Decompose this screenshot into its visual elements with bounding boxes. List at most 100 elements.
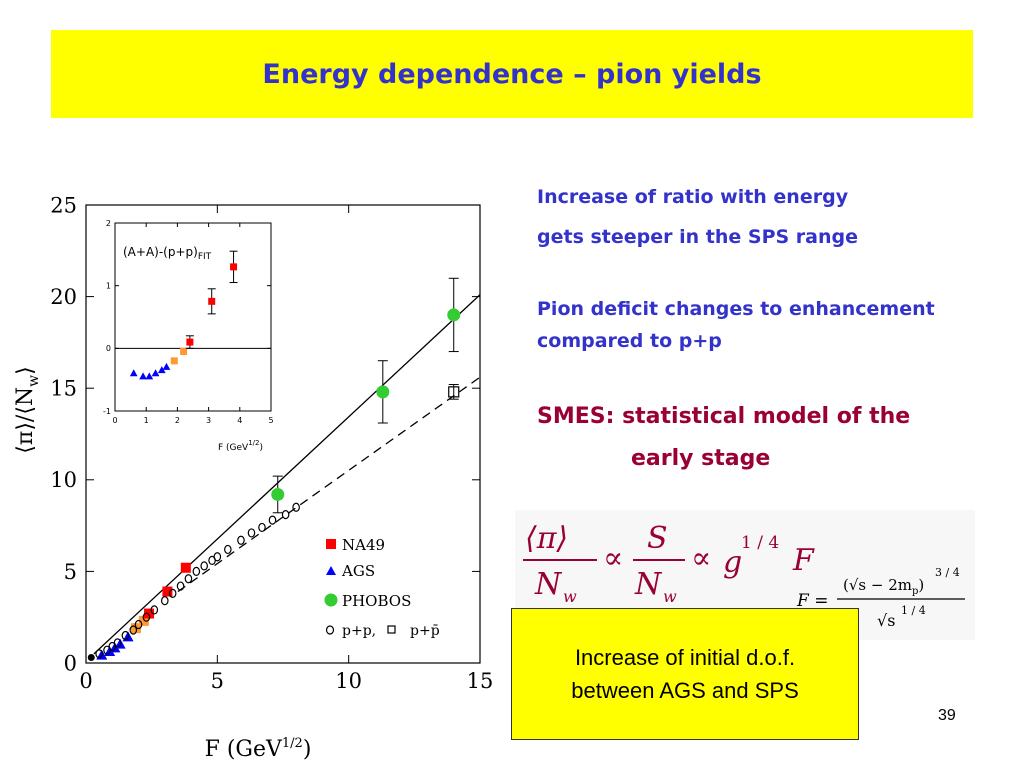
legend-ags-label: AGS — [341, 562, 375, 580]
formula-def-den: √s — [877, 611, 895, 630]
legend-na49-label: NA49 — [342, 536, 385, 554]
x-tick-label-0: 0 — [79, 669, 92, 693]
inset-x-label: F (GeV1/2) — [218, 439, 263, 453]
data-point-square-2-0 — [186, 338, 194, 346]
data-point-dot-6-0 — [87, 654, 95, 662]
x-tick-label-1: 1 — [144, 416, 149, 425]
legend-ppbar-marker — [387, 625, 396, 634]
data-point-open-circle-5-23 — [292, 502, 300, 512]
legend-phobos-marker — [324, 593, 338, 607]
data-point-open-circle-5-16 — [213, 552, 222, 562]
data-point-circle-3-0 — [271, 487, 285, 501]
smes-line-2: early stage — [631, 446, 771, 471]
y-tick-label-3: 15 — [50, 377, 77, 401]
data-point-open-circle-5-5 — [129, 625, 138, 635]
x-tick-label-3: 3 — [206, 416, 211, 425]
legend-ppbar-label: p+p̄ — [410, 623, 440, 639]
data-point-open-circle-5-10 — [168, 588, 177, 598]
data-point-triangle-0-2 — [145, 372, 154, 380]
data-point-open-square-4-0 — [448, 386, 460, 398]
y-tick-label-0: -1 — [103, 407, 111, 416]
y-axis-label: ⟨π⟩/⟨Nw⟩ — [13, 366, 42, 453]
bullet-2-line-2: compared to p+p — [537, 330, 722, 352]
data-point-open-circle-5-8 — [150, 605, 159, 615]
formula-pion: ⟨π⟩ — [525, 521, 568, 556]
formula-nw-1-sub: w — [563, 587, 577, 606]
bullet-2-line-1: Pion deficit changes to enhancement — [537, 298, 935, 320]
formula-nw-2-sub: w — [663, 587, 677, 606]
x-axis-label: F (GeV1/2) — [205, 736, 312, 762]
formula-def-lhs: F = — [796, 591, 828, 611]
x-tick-label-4: 4 — [237, 416, 242, 425]
data-point-open-circle-5-12 — [184, 574, 193, 584]
x-tick-label-2: 2 — [175, 416, 180, 425]
data-point-triangle-0-0 — [129, 369, 138, 377]
data-point-square-2-0 — [144, 608, 155, 619]
formula-def-num: (√s − 2mp) — [843, 576, 924, 597]
data-point-open-circle-5-21 — [268, 515, 277, 525]
data-point-triangle-0-4 — [157, 366, 166, 374]
slide-title: Energy dependence – pion yields — [262, 58, 762, 90]
x-tick-label-2: 10 — [335, 669, 362, 693]
title-box: Energy dependence – pion yields — [51, 30, 973, 118]
y-tick-label-3: 2 — [106, 219, 111, 228]
fit-line-dashed — [177, 376, 481, 593]
data-point-open-circle-5-13 — [192, 566, 201, 576]
y-tick-label-1: 5 — [64, 560, 77, 584]
data-point-open-circle-5-7 — [142, 612, 151, 622]
legend-na49-marker — [326, 539, 336, 549]
legend-phobos-label: PHOBOS — [342, 592, 411, 610]
formula-nw-1: N — [534, 567, 563, 602]
y-tick-label-4: 20 — [50, 285, 77, 309]
note-line-1: Increase of initial d.o.f. — [574, 645, 796, 670]
fit-line-solid — [93, 294, 481, 655]
formula-g: g — [723, 545, 742, 580]
data-point-circle-3-1 — [376, 385, 390, 399]
formula-prop-1: ∝ — [603, 541, 623, 576]
data-point-square-2-1 — [162, 586, 173, 597]
y-tick-label-2: 1 — [106, 281, 111, 290]
x-tick-label-3: 15 — [467, 669, 494, 693]
x-tick-label-5: 5 — [268, 416, 273, 425]
y-tick-label-5: 25 — [50, 193, 77, 217]
data-point-square-1-0 — [170, 357, 178, 365]
data-point-open-circle-5-0 — [95, 649, 103, 659]
inset-title: (A+A)-(p+p)FIT — [123, 245, 212, 262]
smes-line-1: SMES: statistical model of the — [537, 404, 911, 429]
y-tick-label-2: 10 — [50, 468, 77, 492]
formula-nw-2: N — [634, 567, 663, 602]
formula-def-num-exp: 3 / 4 — [935, 566, 960, 579]
legend-pp-marker — [325, 625, 335, 635]
legend: NA49 AGS PHOBOS p+p, p+p̄ — [324, 536, 440, 639]
data-point-open-circle-5-6 — [134, 619, 143, 630]
data-point-open-circle-5-18 — [237, 535, 245, 545]
formula-def-den-exp: 1 / 4 — [901, 604, 926, 617]
data-point-triangle-0-1 — [139, 372, 147, 380]
data-point-open-circle-5-4 — [121, 630, 130, 641]
data-point-triangle-0-3 — [151, 369, 160, 377]
data-point-open-circle-5-19 — [247, 528, 256, 538]
legend-pp-label: p+p, — [342, 623, 376, 639]
data-point-square-2-1 — [208, 297, 216, 305]
formula-f: F — [792, 543, 815, 578]
inset-plot-frame — [114, 222, 272, 412]
data-point-open-circle-5-11 — [176, 581, 185, 591]
data-point-open-circle-5-17 — [224, 544, 232, 555]
data-point-triangle-0-5 — [162, 362, 171, 370]
x-tick-label-0: 0 — [112, 416, 117, 425]
data-point-square-1-1 — [138, 615, 149, 626]
formula-prop-2: ∝ — [691, 541, 711, 576]
note-box: Increase of initial d.o.f. between AGS a… — [511, 608, 859, 740]
data-point-open-circle-5-3 — [113, 638, 122, 648]
formula-graphic: ⟨π⟩ N w ∝ S N w ∝ g 1 / 4 F F = (√s − 2m… — [523, 521, 965, 630]
data-point-square-2-2 — [230, 263, 238, 271]
data-point-open-circle-5-22 — [281, 510, 290, 520]
page-number: 39 — [938, 707, 956, 724]
y-tick-label-1: 0 — [106, 344, 111, 353]
data-point-square-2-2 — [180, 562, 191, 573]
bullet-1-line-1: Increase of ratio with energy — [537, 186, 849, 208]
y-tick-label-0: 0 — [64, 651, 77, 675]
